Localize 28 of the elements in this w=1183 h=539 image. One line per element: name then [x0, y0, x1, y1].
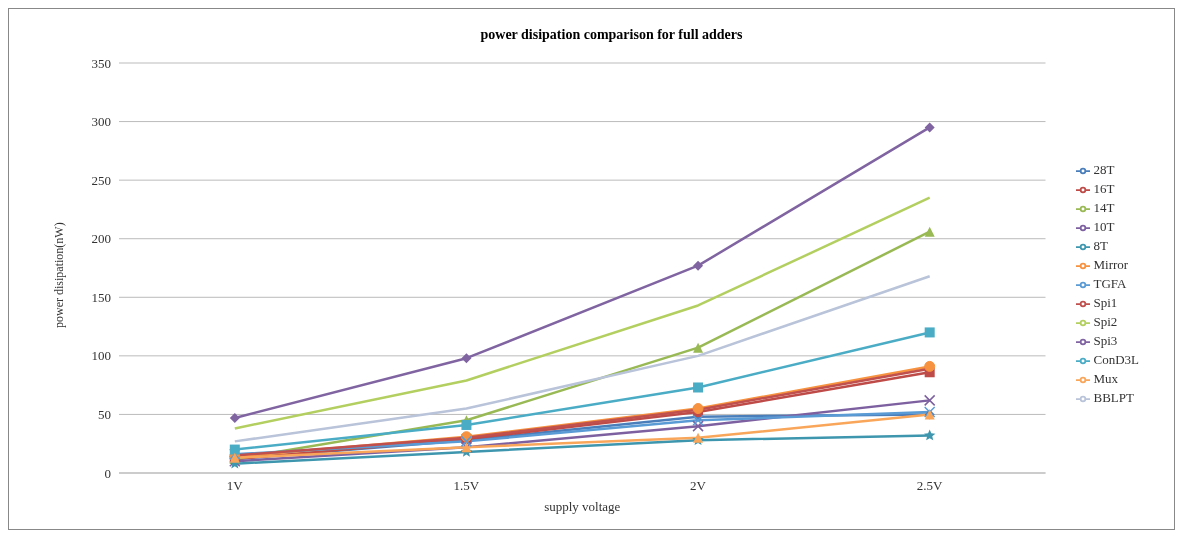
y-tick-label: 300 [91, 114, 111, 130]
legend-label: Spi2 [1093, 313, 1118, 329]
y-tick-label: 100 [91, 348, 111, 364]
legend-label: BBLPT [1093, 389, 1134, 405]
legend-label: 10T [1093, 218, 1115, 234]
x-tick-label: 1.5V [453, 478, 480, 494]
legend-label: 16T [1093, 180, 1115, 196]
legend-label: 14T [1093, 199, 1115, 215]
y-tick-label: 50 [98, 407, 111, 423]
legend-label: ConD3L [1093, 351, 1139, 367]
x-tick-label: 2V [690, 478, 707, 494]
legend-label: Spi1 [1093, 294, 1118, 310]
legend-label: 28T [1093, 161, 1115, 177]
y-tick-label: 250 [91, 172, 111, 188]
legend-label: Mirror [1093, 256, 1129, 272]
y-tick-label: 0 [104, 465, 111, 481]
legend-label: Spi3 [1093, 332, 1118, 348]
x-tick-label: 1V [226, 478, 244, 494]
chart-title: power disipation comparison for full adders [479, 27, 744, 43]
x-axis-title: supply voltage [544, 499, 621, 514]
legend-label: TGFA [1093, 275, 1127, 291]
legend-label: 8T [1093, 237, 1108, 253]
y-tick-label: 200 [91, 231, 111, 247]
x-tick-label: 2.5V [916, 478, 944, 494]
y-axis-title: power disipation(nW) [52, 222, 67, 328]
legend-label: Mux [1093, 370, 1119, 386]
y-tick-label: 150 [91, 289, 111, 305]
y-tick-label: 350 [91, 55, 111, 71]
